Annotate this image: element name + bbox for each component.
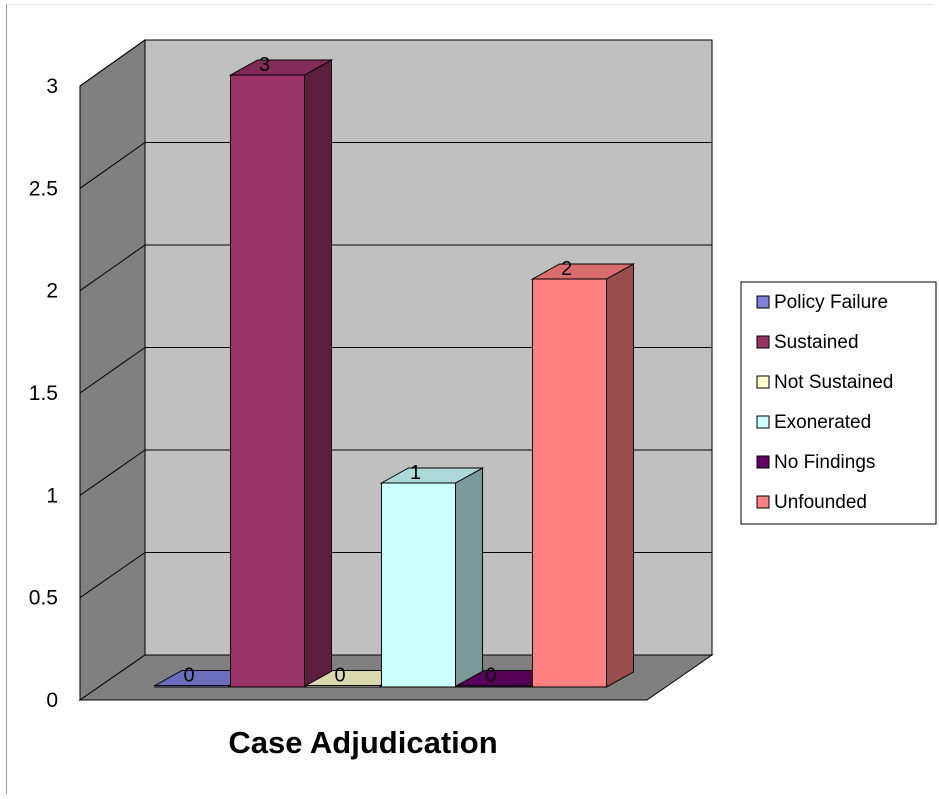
y-tick-label: 0 (46, 689, 58, 712)
legend-swatch (756, 375, 770, 389)
bar-front (532, 278, 607, 688)
gridline-side (79, 552, 146, 599)
data-label: 3 (259, 54, 270, 76)
legend-swatch (756, 415, 770, 429)
y-tick-label: 1 (46, 484, 58, 507)
legend-swatch (756, 455, 770, 469)
data-label: 2 (561, 258, 572, 280)
data-label: 0 (183, 665, 194, 687)
legend-swatch (756, 495, 770, 509)
bar-exonerated (379, 467, 485, 688)
y-axis-ticks: 0 0.5 1 1.5 2 2.5 3 (29, 75, 58, 712)
gridline-side (79, 449, 146, 496)
bar-side (304, 59, 332, 688)
legend-entry: Unfounded (774, 492, 867, 513)
y-tick-label: 1.5 (29, 382, 58, 405)
gridline-side (79, 347, 146, 394)
bar-side (455, 467, 483, 688)
x-axis-label: Case Adjudication (228, 725, 497, 760)
legend-entry: Not Sustained (774, 372, 893, 393)
y-tick-label: 2 (46, 280, 58, 303)
bars (153, 59, 636, 688)
gridline-side (79, 244, 146, 292)
bar-side (606, 263, 634, 688)
legend-swatch (756, 295, 770, 309)
y-tick-label: 0.5 (29, 587, 58, 610)
legend: Policy Failure Sustained Not Sustained Exon… (740, 281, 937, 525)
y-tick-label: 2.5 (29, 177, 58, 200)
legend-entry: Policy Failure (774, 292, 888, 313)
data-label: 1 (410, 462, 421, 484)
bar-top (228, 59, 334, 76)
legend-swatch (756, 335, 770, 349)
data-label: 0 (485, 665, 496, 687)
gridline-side (79, 39, 146, 87)
gridline-side (79, 142, 146, 189)
y-tick-label: 3 (46, 75, 58, 98)
bar-top (379, 467, 485, 484)
bar-top (530, 263, 636, 280)
bar-unfounded (530, 263, 636, 688)
legend-entry: Exonerated (774, 412, 871, 433)
bar-front (381, 482, 456, 688)
legend-entry: Sustained (774, 332, 859, 353)
chart-frame (6, 4, 932, 794)
legend-entry: No Findings (774, 452, 875, 473)
data-labels: 0 3 0 1 0 2 (183, 54, 572, 687)
bar-front (230, 74, 305, 688)
data-label: 0 (334, 665, 345, 687)
bar-sustained (228, 59, 334, 688)
legend-box (740, 281, 937, 525)
